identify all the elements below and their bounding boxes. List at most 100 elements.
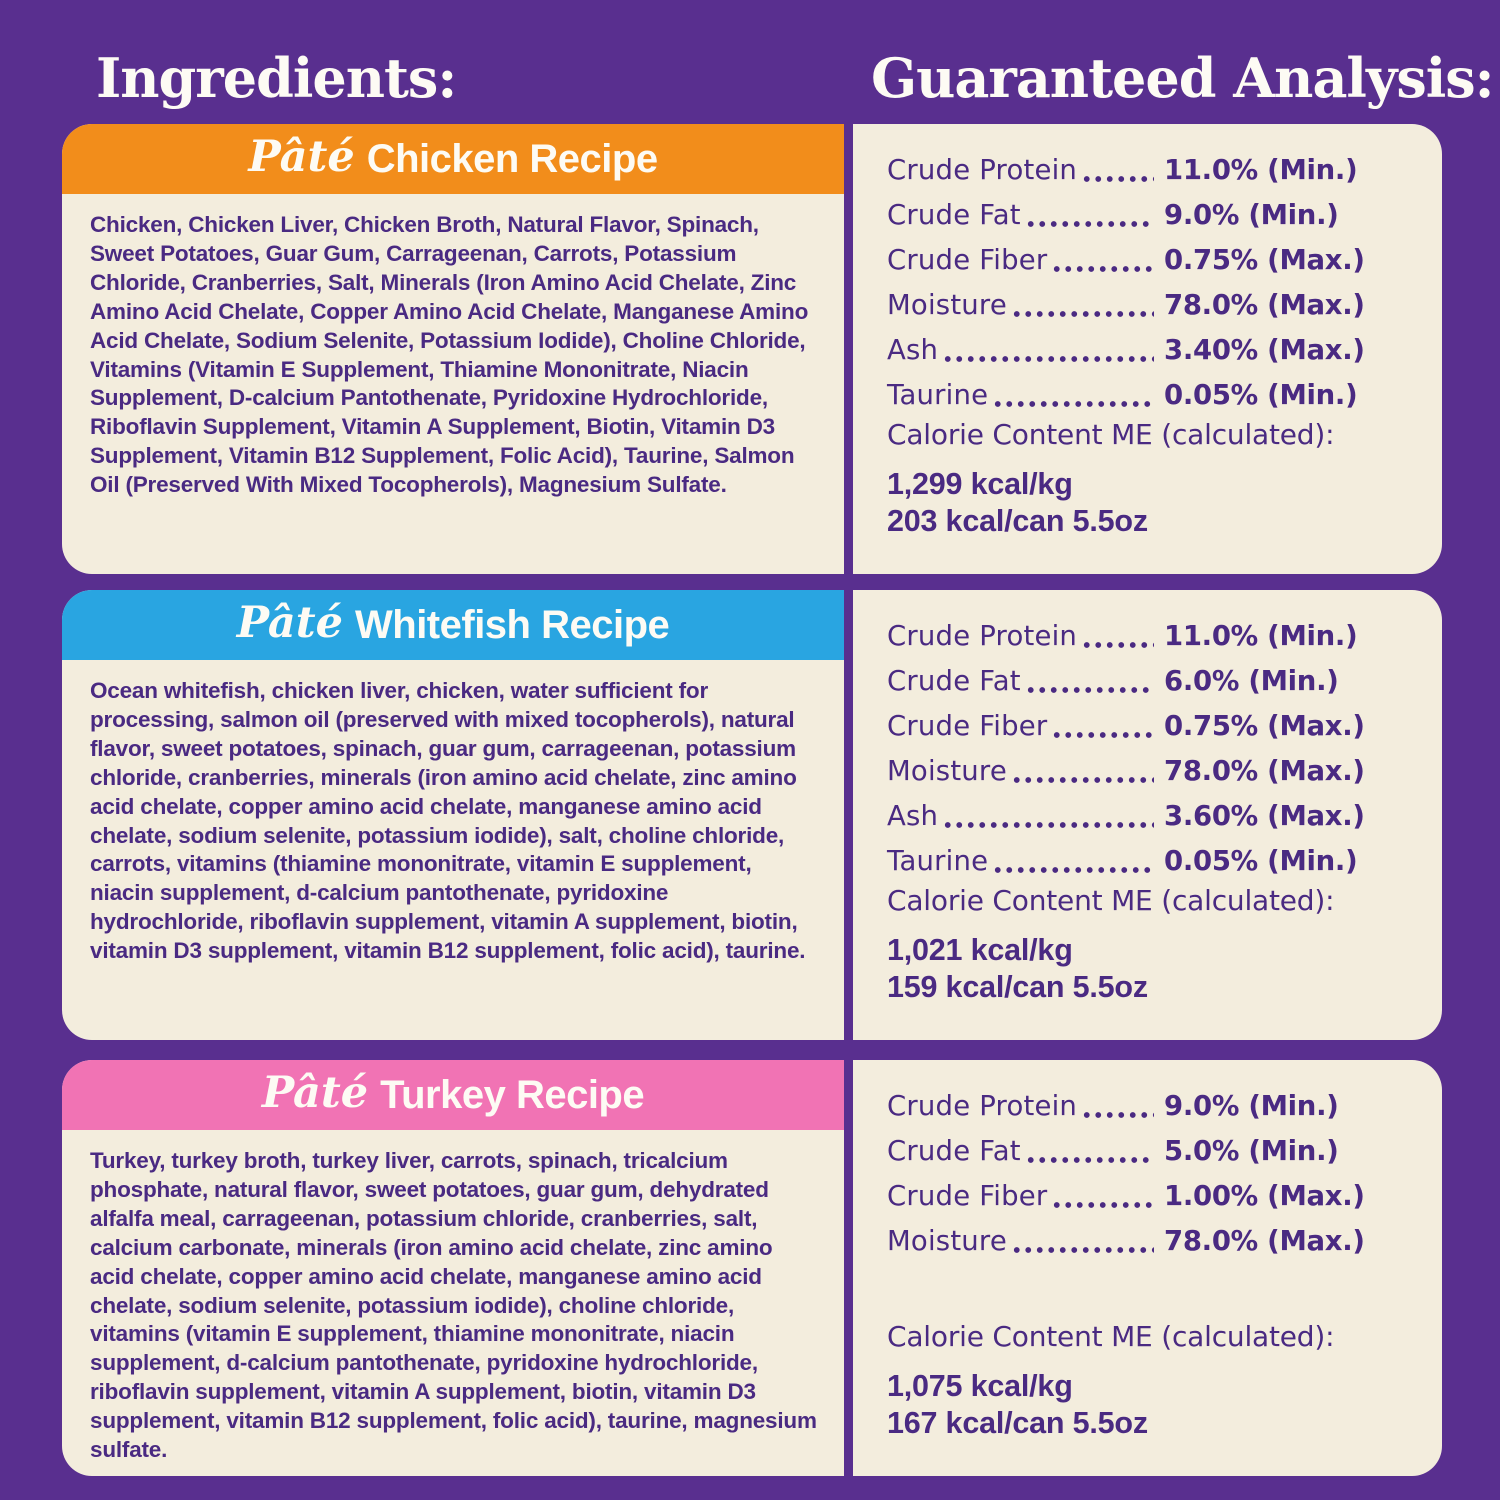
- dotted-leader: [1051, 265, 1154, 273]
- analysis-value: 9.0% (Min.): [1164, 1090, 1339, 1122]
- analysis-rows: Crude Protein 11.0% (Min.) Crude Fat 6.0% (…: [887, 614, 1416, 884]
- ingredients-heading: Ingredients:: [96, 46, 457, 110]
- analysis-label: Taurine: [887, 845, 989, 877]
- analysis-value: 11.0% (Min.): [1164, 620, 1358, 652]
- kcal-per-can: 203 kcal/can 5.5oz: [887, 504, 1148, 538]
- analysis-label: Ash: [887, 800, 939, 832]
- analysis-value: 0.05% (Min.): [1164, 845, 1358, 877]
- dotted-leader: [1081, 1111, 1154, 1119]
- dotted-leader: [1024, 1156, 1154, 1164]
- analysis-row: Crude Fiber 0.75% (Max.): [887, 704, 1416, 749]
- analysis-row: Crude Fat 5.0% (Min.): [887, 1129, 1416, 1174]
- recipe-header-turkey: Pâté Turkey Recipe: [62, 1060, 844, 1130]
- dotted-leader: [1081, 175, 1154, 183]
- analysis-label: Crude Protein: [887, 620, 1078, 652]
- analysis-label: Taurine: [887, 379, 989, 411]
- analysis-row: Ash 3.60% (Max.): [887, 794, 1416, 839]
- dotted-leader: [1024, 220, 1154, 228]
- analysis-row: Moisture 78.0% (Max.): [887, 1219, 1416, 1264]
- analysis-value: 1.00% (Max.): [1164, 1180, 1365, 1212]
- analysis-label: Moisture: [887, 289, 1007, 321]
- dotted-leader: [1010, 1246, 1154, 1254]
- analysis-label: Crude Fat: [887, 199, 1021, 231]
- kcal-per-kg: 1,299 kcal/kg: [887, 467, 1073, 501]
- analysis-card-turkey: Crude Protein 9.0% (Min.) Crude Fat 5.0% (M…: [853, 1060, 1442, 1476]
- analysis-value: 3.40% (Max.): [1164, 334, 1365, 366]
- analysis-label: Crude Fiber: [887, 710, 1048, 742]
- calorie-block: Calorie Content ME (calculated): 1,075 k…: [887, 1320, 1416, 1442]
- dotted-leader: [942, 355, 1154, 363]
- recipe-row-whitefish: Pâté Whitefish Recipe Ocean whitefish, c…: [62, 590, 1442, 1040]
- analysis-row: Taurine 0.05% (Min.): [887, 839, 1416, 884]
- analysis-card-chicken: Crude Protein 11.0% (Min.) Crude Fat 9.0% (…: [853, 124, 1442, 574]
- dotted-leader: [942, 821, 1154, 829]
- recipe-row-turkey: Pâté Turkey Recipe Turkey, turkey broth,…: [62, 1060, 1442, 1476]
- kcal-per-kg: 1,021 kcal/kg: [887, 933, 1073, 967]
- analysis-value: 11.0% (Min.): [1164, 154, 1358, 186]
- dotted-leader: [1010, 776, 1154, 784]
- kcal-per-kg: 1,075 kcal/kg: [887, 1369, 1073, 1403]
- analysis-card-whitefish: Crude Protein 11.0% (Min.) Crude Fat 6.0% (…: [853, 590, 1442, 1040]
- analysis-value: 9.0% (Min.): [1164, 199, 1339, 231]
- analysis-row: Moisture 78.0% (Max.): [887, 749, 1416, 794]
- ingredients-text: Turkey, turkey broth, turkey liver, carr…: [90, 1148, 817, 1463]
- calorie-heading: Calorie Content ME (calculated):: [887, 1320, 1335, 1353]
- analysis-row: Crude Fiber 0.75% (Max.): [887, 238, 1416, 283]
- dotted-leader: [1081, 641, 1154, 649]
- dotted-leader: [1051, 731, 1154, 739]
- recipe-title: Chicken Recipe: [366, 137, 658, 181]
- guaranteed-analysis-heading: Guaranteed Analysis:: [871, 46, 1495, 110]
- analysis-rows: Crude Protein 11.0% (Min.) Crude Fat 9.0% (…: [887, 148, 1416, 418]
- recipe-title: Whitefish Recipe: [355, 603, 670, 647]
- analysis-value: 78.0% (Max.): [1164, 289, 1365, 321]
- ingredients-card-whitefish: Pâté Whitefish Recipe Ocean whitefish, c…: [62, 590, 844, 1040]
- analysis-label: Crude Protein: [887, 1090, 1078, 1122]
- dotted-leader: [992, 866, 1154, 874]
- dotted-leader: [1010, 310, 1154, 318]
- headings-row: Ingredients: Guaranteed Analysis:: [62, 46, 1495, 110]
- recipe-title-script: Pâté: [261, 1067, 369, 1118]
- analysis-label: Moisture: [887, 1225, 1007, 1257]
- analysis-row: Crude Protein 11.0% (Min.): [887, 614, 1416, 659]
- analysis-row: Crude Fiber 1.00% (Max.): [887, 1174, 1416, 1219]
- calorie-block: Calorie Content ME (calculated): 1,299 k…: [887, 418, 1416, 540]
- analysis-value: 5.0% (Min.): [1164, 1135, 1339, 1167]
- ingredients-card-chicken: Pâté Chicken Recipe Chicken, Chicken Liv…: [62, 124, 844, 574]
- analysis-value: 78.0% (Max.): [1164, 1225, 1365, 1257]
- kcal-per-can: 167 kcal/can 5.5oz: [887, 1406, 1148, 1440]
- analysis-row: Taurine 0.05% (Min.): [887, 373, 1416, 418]
- calorie-heading: Calorie Content ME (calculated):: [887, 418, 1335, 451]
- dotted-leader: [1024, 686, 1154, 694]
- ingredients-text: Ocean whitefish, chicken liver, chicken,…: [90, 678, 806, 964]
- analysis-rows: Crude Protein 9.0% (Min.) Crude Fat 5.0% (M…: [887, 1084, 1416, 1264]
- analysis-label: Crude Fiber: [887, 244, 1048, 276]
- calorie-heading: Calorie Content ME (calculated):: [887, 884, 1335, 917]
- dotted-leader: [1051, 1201, 1154, 1209]
- analysis-value: 0.75% (Max.): [1164, 710, 1365, 742]
- analysis-label: Moisture: [887, 755, 1007, 787]
- analysis-label: Crude Fiber: [887, 1180, 1048, 1212]
- analysis-label: Ash: [887, 334, 939, 366]
- calorie-block: Calorie Content ME (calculated): 1,021 k…: [887, 884, 1416, 1006]
- analysis-row: Crude Protein 11.0% (Min.): [887, 148, 1416, 193]
- analysis-row: Crude Protein 9.0% (Min.): [887, 1084, 1416, 1129]
- analysis-label: Crude Protein: [887, 154, 1078, 186]
- analysis-value: 3.60% (Max.): [1164, 800, 1365, 832]
- kcal-per-can: 159 kcal/can 5.5oz: [887, 970, 1148, 1004]
- analysis-value: 0.05% (Min.): [1164, 379, 1358, 411]
- analysis-row: Crude Fat 9.0% (Min.): [887, 193, 1416, 238]
- dotted-leader: [992, 400, 1154, 408]
- analysis-row: Moisture 78.0% (Max.): [887, 283, 1416, 328]
- analysis-label: Crude Fat: [887, 1135, 1021, 1167]
- analysis-value: 6.0% (Min.): [1164, 665, 1339, 697]
- analysis-value: 78.0% (Max.): [1164, 755, 1365, 787]
- recipe-title-script: Pâté: [248, 131, 355, 182]
- recipe-header-chicken: Pâté Chicken Recipe: [62, 124, 844, 194]
- ingredients-card-turkey: Pâté Turkey Recipe Turkey, turkey broth,…: [62, 1060, 844, 1476]
- analysis-row: Ash 3.40% (Max.): [887, 328, 1416, 373]
- recipe-header-whitefish: Pâté Whitefish Recipe: [62, 590, 844, 660]
- analysis-row: Crude Fat 6.0% (Min.): [887, 659, 1416, 704]
- recipe-row-chicken: Pâté Chicken Recipe Chicken, Chicken Liv…: [62, 124, 1442, 574]
- recipe-title: Turkey Recipe: [380, 1073, 645, 1117]
